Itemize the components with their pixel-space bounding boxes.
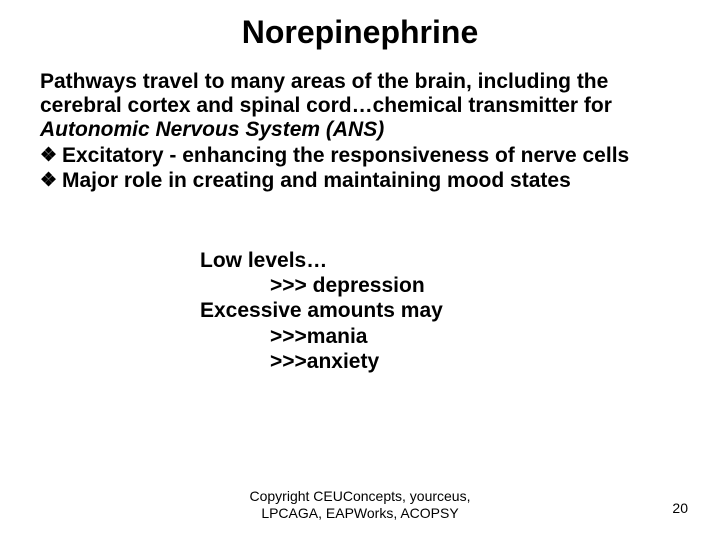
sub-content: Low levels… >>> depression Excessive amo… bbox=[200, 248, 620, 374]
footer-line-2: LPCAGA, EAPWorks, ACOPSY bbox=[261, 505, 458, 521]
intro-paragraph: Pathways travel to many areas of the bra… bbox=[40, 70, 680, 142]
intro-italic: Autonomic Nervous System (ANS) bbox=[40, 118, 384, 141]
diamond-bullet-icon: ❖ bbox=[40, 144, 62, 168]
bullet-text: Major role in creating and maintaining m… bbox=[62, 169, 680, 193]
footer-line-1: Copyright CEUConcepts, yourceus, bbox=[250, 488, 471, 504]
intro-text-3: chemical transmitter for bbox=[373, 94, 612, 117]
intro-text-2: cerebral cortex and spinal cord bbox=[40, 94, 352, 117]
sub-line: Excessive amounts may bbox=[200, 298, 620, 323]
intro-ellipsis: … bbox=[352, 94, 373, 117]
bullet-item: ❖ Major role in creating and maintaining… bbox=[40, 169, 680, 193]
sub-line: >>>anxiety bbox=[200, 349, 620, 374]
intro-text-1: Pathways travel to many areas of the bra… bbox=[40, 70, 608, 93]
page-number: 20 bbox=[672, 500, 688, 516]
bullet-text: Excitatory - enhancing the responsivenes… bbox=[62, 144, 680, 168]
sub-line: Low levels… bbox=[200, 248, 620, 273]
diamond-bullet-icon: ❖ bbox=[40, 169, 62, 193]
body-content: Pathways travel to many areas of the bra… bbox=[40, 70, 680, 193]
slide: Norepinephrine Pathways travel to many a… bbox=[0, 0, 720, 540]
sub-line: >>>mania bbox=[200, 324, 620, 349]
sub-line: >>> depression bbox=[200, 273, 620, 298]
footer-copyright: Copyright CEUConcepts, yourceus, LPCAGA,… bbox=[0, 488, 720, 522]
slide-title: Norepinephrine bbox=[0, 14, 720, 51]
bullet-item: ❖ Excitatory - enhancing the responsiven… bbox=[40, 144, 680, 168]
